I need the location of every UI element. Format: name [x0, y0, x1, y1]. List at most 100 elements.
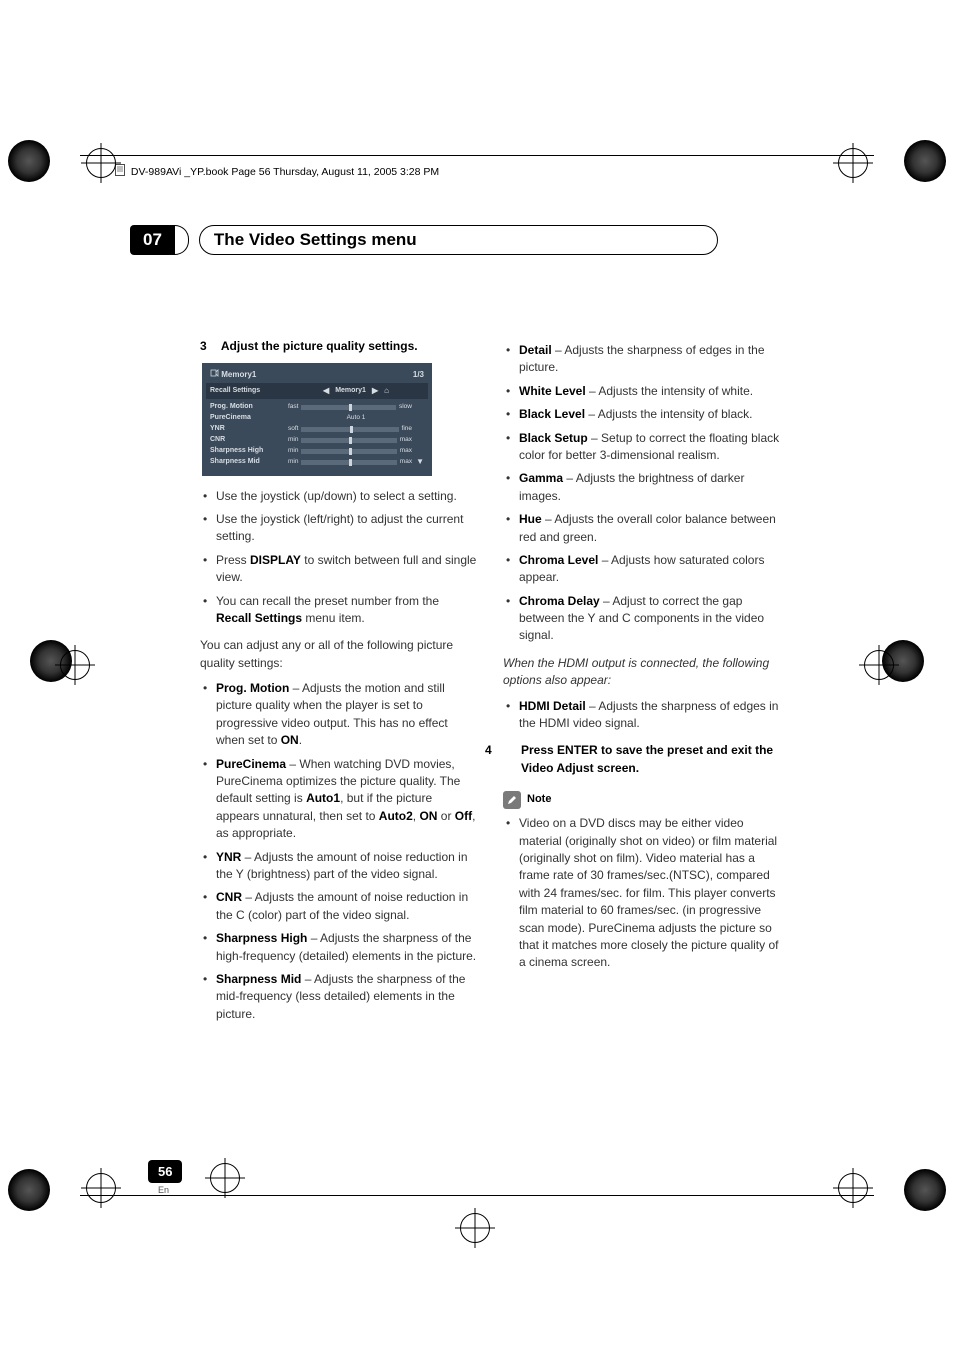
osd-menu: Memory1 1/3 Recall Settings ◀ Memory1 ▶ …: [202, 363, 432, 475]
osd-row-value: Auto 1: [288, 413, 424, 422]
step-number: 3: [200, 338, 218, 355]
step-4-heading: 4Press ENTER to save the preset and exit…: [503, 742, 780, 777]
slider-left-label: min: [288, 457, 298, 466]
hdmi-intro: When the HDMI output is connected, the f…: [503, 655, 780, 690]
page-rule: [80, 1195, 874, 1196]
slider-track: [301, 427, 398, 432]
osd-row-label: Sharpness Mid: [210, 457, 288, 467]
setting-item: YNR – Adjusts the amount of noise reduct…: [216, 849, 477, 884]
hdmi-list: HDMI Detail – Adjusts the sharpness of e…: [503, 698, 780, 733]
print-blob: [904, 1169, 946, 1211]
content-area: 3 Adjust the picture quality settings. M…: [200, 338, 780, 1033]
slider-track: [301, 460, 396, 465]
setting-item: White Level – Adjusts the intensity of w…: [519, 383, 780, 400]
setting-name: Black Setup: [519, 431, 588, 445]
running-head-text: DV-989AVi _YP.book Page 56 Thursday, Aug…: [131, 166, 439, 178]
setting-item: HDMI Detail – Adjusts the sharpness of e…: [519, 698, 780, 733]
note-heading: Note: [503, 791, 780, 809]
slider-right-label: max: [400, 435, 412, 444]
osd-row-label: PureCinema: [210, 413, 288, 423]
chapter-title: The Video Settings menu: [214, 230, 417, 250]
osd-title: Memory1: [210, 369, 256, 381]
slider-left-label: soft: [288, 424, 298, 433]
setting-item: Gamma – Adjusts the brightness of darker…: [519, 470, 780, 505]
chapter-title-pill: The Video Settings menu: [199, 225, 718, 255]
setting-name: Chroma Delay: [519, 594, 600, 608]
osd-row: Prog. Motion fast slow: [210, 402, 424, 413]
setting-item: Black Level – Adjusts the intensity of b…: [519, 406, 780, 423]
osd-row: YNR soft fine: [210, 424, 424, 435]
arrow-down-icon: ▼: [416, 456, 424, 468]
step-text: Adjust the picture quality settings.: [221, 339, 418, 353]
page-language: En: [158, 1185, 169, 1195]
crosshair-icon: [60, 650, 90, 680]
setting-name: CNR: [216, 890, 242, 904]
home-icon: ⌂: [384, 385, 389, 397]
running-head: DV-989AVi _YP.book Page 56 Thursday, Aug…: [115, 164, 439, 179]
setting-name: YNR: [216, 850, 241, 864]
slider-thumb: [349, 404, 352, 411]
osd-menu-header: Memory1 1/3: [210, 369, 424, 381]
slider-thumb: [350, 426, 353, 433]
slider-right-label: fine: [402, 424, 412, 433]
osd-page: 1/3: [413, 369, 424, 381]
print-blob: [8, 1169, 50, 1211]
tip-item: Press DISPLAY to switch between full and…: [216, 552, 477, 587]
tips-list: Use the joystick (up/down) to select a s…: [200, 488, 477, 628]
setting-item: Sharpness Mid – Adjusts the sharpness of…: [216, 971, 477, 1023]
settings-intro: You can adjust any or all of the followi…: [200, 637, 477, 672]
slider-track: [301, 438, 396, 443]
crosshair-icon: [864, 650, 894, 680]
osd-row-label: Sharpness High: [210, 446, 288, 456]
setting-name: PureCinema: [216, 757, 286, 771]
osd-row-label: Prog. Motion: [210, 402, 288, 412]
osd-row: CNR min max: [210, 435, 424, 446]
crosshair-icon: [838, 1173, 868, 1203]
osd-row-label: Recall Settings: [210, 386, 288, 396]
osd-row-label: CNR: [210, 435, 288, 445]
chapter-bracket: [175, 225, 189, 255]
osd-row-label: YNR: [210, 424, 288, 434]
setting-item: Black Setup – Setup to correct the float…: [519, 430, 780, 465]
slider-right-label: slow: [399, 402, 412, 411]
step-text: Press ENTER to save the preset and exit …: [521, 743, 773, 774]
step-number: 4: [503, 742, 521, 759]
osd-recall-row: Recall Settings ◀ Memory1 ▶ ⌂: [206, 383, 428, 399]
setting-item: Prog. Motion – Adjusts the motion and st…: [216, 680, 477, 750]
arrow-right-icon: ▶: [372, 385, 378, 397]
print-blob: [904, 140, 946, 182]
setting-name: Black Level: [519, 407, 585, 421]
note-label: Note: [527, 792, 551, 808]
setting-name: Prog. Motion: [216, 681, 289, 695]
slider-left-label: min: [288, 435, 298, 444]
setting-name: Sharpness Mid: [216, 972, 301, 986]
page-rule: [80, 155, 874, 156]
tip-item: Use the joystick (up/down) to select a s…: [216, 488, 477, 505]
chapter-header: 07 The Video Settings menu: [130, 225, 718, 255]
crosshair-icon: [86, 1173, 116, 1203]
slider-thumb: [349, 448, 352, 455]
slider-left-label: min: [288, 446, 298, 455]
osd-row: Sharpness High min max: [210, 446, 424, 457]
setting-item: Chroma Delay – Adjust to correct the gap…: [519, 593, 780, 645]
document-icon: [115, 164, 125, 179]
setting-name: Hue: [519, 512, 542, 526]
note-list: Video on a DVD discs may be either video…: [503, 815, 780, 972]
slider-thumb: [349, 459, 352, 466]
setting-name: Sharpness High: [216, 931, 307, 945]
slider-track: [301, 405, 396, 410]
page-number: 56: [148, 1160, 182, 1183]
osd-row-value: ◀ Memory1 ▶ ⌂: [288, 385, 424, 397]
left-column: 3 Adjust the picture quality settings. M…: [200, 338, 477, 1033]
setting-item: Detail – Adjusts the sharpness of edges …: [519, 342, 780, 377]
setting-name: HDMI Detail: [519, 699, 586, 713]
note-body: Video on a DVD discs may be either video…: [519, 815, 780, 972]
osd-row: Sharpness Mid min max ▼: [210, 457, 424, 468]
slider-track: [301, 449, 396, 454]
crosshair-icon: [838, 148, 868, 178]
tip-item: Use the joystick (left/right) to adjust …: [216, 511, 477, 546]
slider-right-label: max: [400, 457, 412, 466]
setting-item: Chroma Level – Adjusts how saturated col…: [519, 552, 780, 587]
tip-item: You can recall the preset number from th…: [216, 593, 477, 628]
slider-thumb: [349, 437, 352, 444]
